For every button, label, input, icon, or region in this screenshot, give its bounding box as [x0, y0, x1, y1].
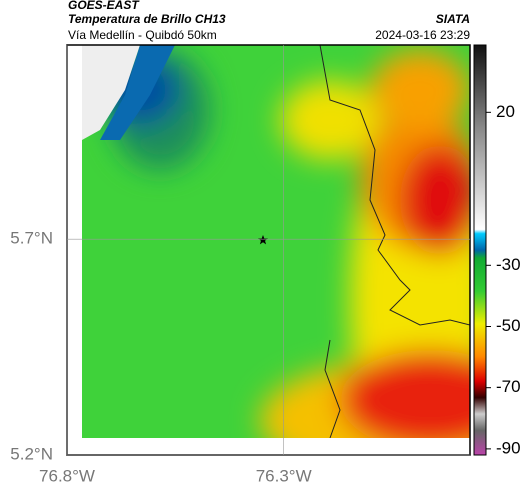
subtitle: Temperatura de Brillo CH13	[68, 12, 226, 26]
y-tick-label: 5.2°N	[10, 444, 53, 463]
satellite-image	[82, 45, 470, 438]
colorbar-tick-label: 20	[496, 102, 515, 121]
colorbar-tick-label: -70	[496, 377, 521, 396]
datetime: 2024-03-16 23:29	[375, 28, 470, 42]
title: GOES-EAST	[68, 0, 140, 12]
source: SIATA	[436, 12, 470, 26]
x-tick-label: 76.8°W	[39, 466, 95, 485]
y-tick-label: 5.7°N	[10, 229, 53, 248]
caption: Vía Medellín - Quibdó 50km	[68, 28, 217, 42]
colorbar-tick-label: -90	[496, 438, 521, 457]
x-tick-label: 76.3°W	[256, 466, 312, 485]
colorbar-tick-label: -50	[496, 316, 521, 335]
colorbar-tick-label: -30	[496, 255, 521, 274]
location-marker	[258, 235, 268, 245]
colorbar	[473, 44, 487, 456]
